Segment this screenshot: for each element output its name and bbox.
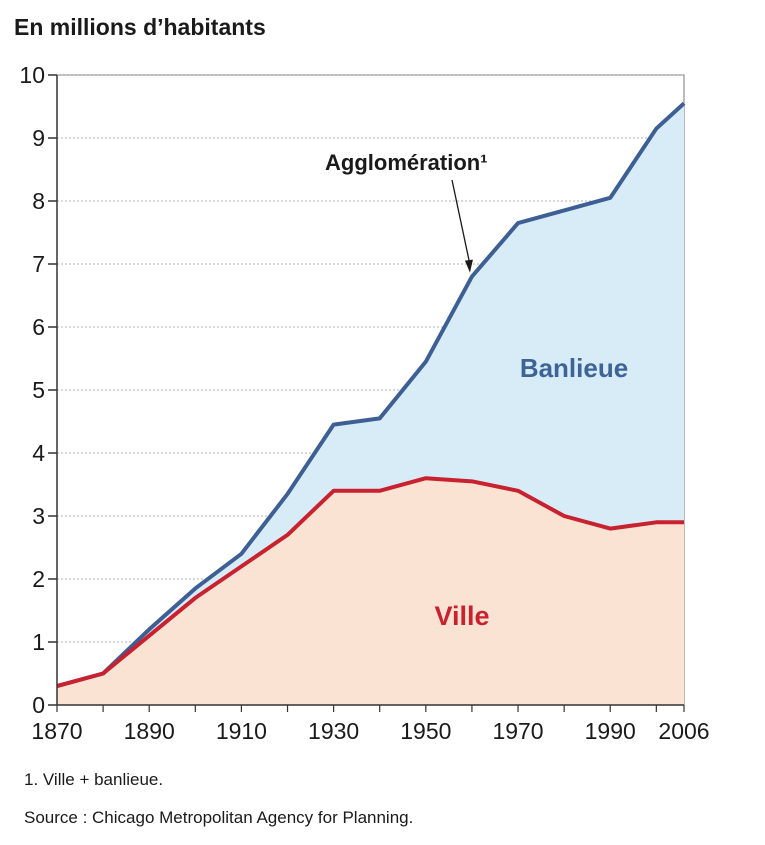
y-tick-label: 5 bbox=[32, 377, 45, 403]
y-tick-label: 8 bbox=[32, 188, 45, 214]
ville-line bbox=[56, 476, 684, 689]
y-tick-label: 0 bbox=[32, 692, 45, 718]
agglomeration-arrowhead bbox=[464, 259, 473, 273]
x-tick-label: 1870 bbox=[31, 718, 82, 744]
x-tick-label: 1910 bbox=[216, 718, 267, 744]
x-tick-label: 1890 bbox=[124, 718, 175, 744]
y-tick-label: 1 bbox=[32, 629, 45, 655]
y-tick-label: 10 bbox=[19, 62, 45, 88]
x-tick-label: 1950 bbox=[400, 718, 451, 744]
footnote: 1. Ville + banlieue. bbox=[24, 770, 164, 789]
y-tick-label: 3 bbox=[32, 503, 45, 529]
areas bbox=[57, 103, 684, 705]
x-tick-label: 1970 bbox=[492, 718, 543, 744]
ville-label: Ville bbox=[434, 601, 489, 631]
y-tick-label: 6 bbox=[32, 314, 45, 340]
series-lines bbox=[56, 101, 686, 689]
y-axis-title: En millions d’habitants bbox=[14, 14, 266, 40]
annotations: Agglomération¹ Banlieue Ville bbox=[325, 150, 628, 631]
y-tick-label: 7 bbox=[32, 251, 45, 277]
population-chart: 0 1 2 3 4 5 6 7 8 9 10 1870 1890 1910 1930 1950 1970 1990… bbox=[19, 62, 709, 744]
y-tick-label: 2 bbox=[32, 566, 45, 592]
x-tick-label: 1990 bbox=[585, 718, 636, 744]
y-tick-label: 4 bbox=[32, 440, 45, 466]
agglomeration-arrow bbox=[451, 179, 471, 265]
banlieue-label: Banlieue bbox=[520, 353, 628, 383]
y-tick-label: 9 bbox=[32, 125, 45, 151]
ville-area bbox=[57, 478, 684, 705]
source-note: Source : Chicago Metropolitan Agency for… bbox=[24, 808, 414, 827]
x-tick-label: 2006 bbox=[658, 718, 709, 744]
agglomeration-label: Agglomération¹ bbox=[325, 150, 488, 175]
banlieue-area bbox=[57, 103, 684, 687]
x-tick-label: 1930 bbox=[308, 718, 359, 744]
agglomeration-line bbox=[56, 101, 686, 689]
axes: 0 1 2 3 4 5 6 7 8 9 10 1870 1890 1910 1930 1950 1970 1990… bbox=[19, 62, 709, 744]
